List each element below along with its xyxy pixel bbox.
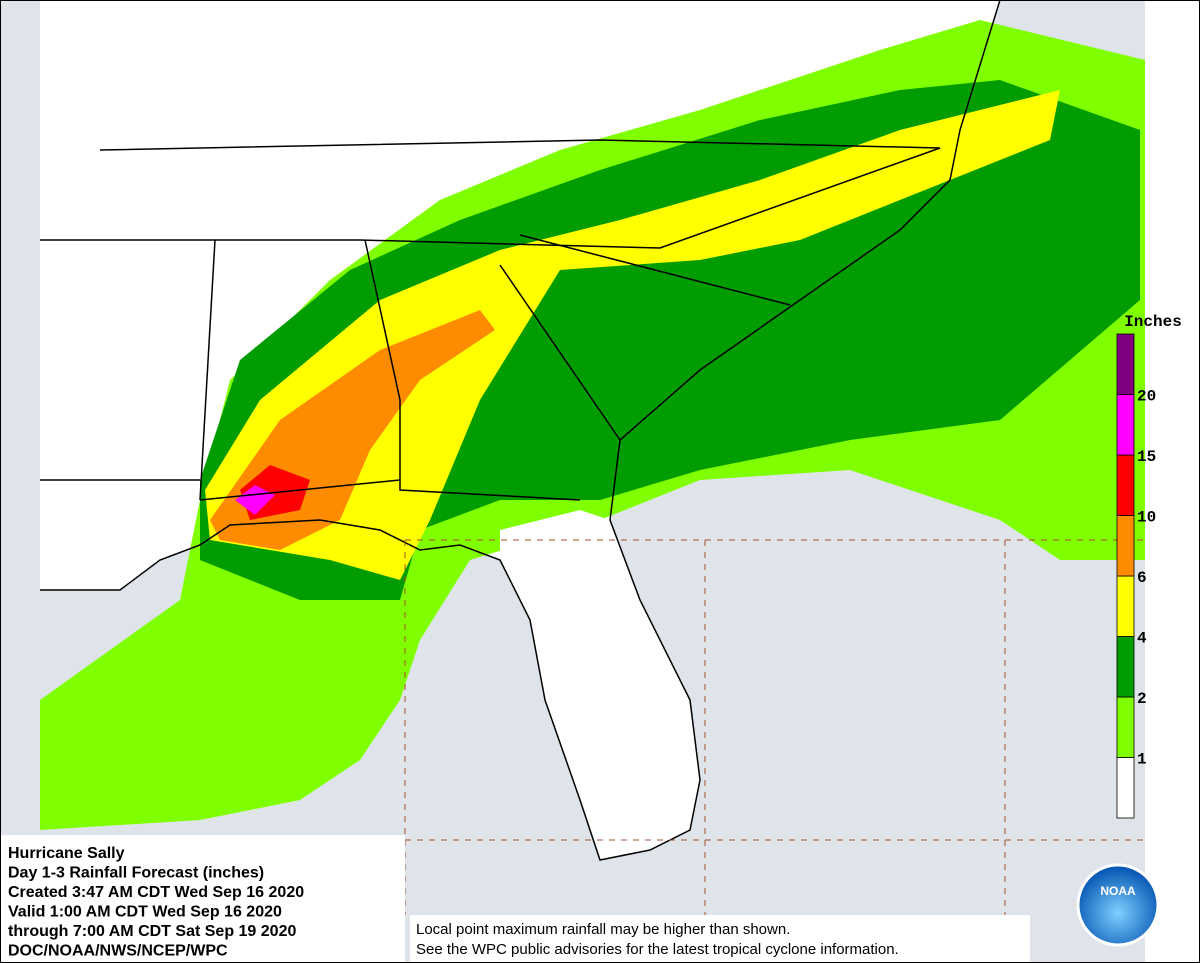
legend-swatch xyxy=(1116,636,1135,698)
info-text: Hurricane Sally Day 1-3 Rainfall Forecast… xyxy=(8,845,304,960)
legend: 1 2 4 6 10 15 20 xyxy=(1116,333,1156,819)
legend-tick-label: 10 xyxy=(1137,509,1156,527)
legend-swatch xyxy=(1116,575,1135,637)
info-line: Day 1-3 Rainfall Forecast (inches) xyxy=(8,865,264,882)
info-line: Created 3:47 AM CDT Wed Sep 16 2020 xyxy=(8,884,304,901)
footnote-text: Local point maximum rainfall may be high… xyxy=(416,921,899,958)
info-line: Valid 1:00 AM CDT Wed Sep 16 2020 xyxy=(8,904,282,921)
footnote-line: Local point maximum rainfall may be high… xyxy=(416,921,790,938)
footnote-box xyxy=(410,915,1030,963)
rain-15in xyxy=(235,485,275,515)
legend-tick-label: 6 xyxy=(1137,569,1147,587)
logo xyxy=(1076,863,1160,947)
legend-tick-label: 4 xyxy=(1137,630,1147,648)
logo-text: NOAA xyxy=(1100,884,1136,898)
rain-4in xyxy=(205,90,1060,580)
legend-tick-label: 20 xyxy=(1137,388,1156,406)
legend-swatch xyxy=(1116,394,1135,456)
legend-tick-label: 15 xyxy=(1137,448,1156,466)
florida xyxy=(500,510,700,860)
legend-swatch xyxy=(1116,454,1135,516)
info-line: DOC/NOAA/NWS/NCEP/WPC xyxy=(8,943,228,960)
legend-tick-label: 2 xyxy=(1137,690,1147,708)
legend-swatch xyxy=(1116,515,1135,577)
legend-swatch xyxy=(1116,757,1135,819)
legend-swatch xyxy=(1116,333,1135,395)
info-box xyxy=(0,835,405,963)
legend-swatch xyxy=(1116,696,1135,758)
state-lines xyxy=(40,0,1001,861)
info-line: through 7:00 AM CDT Sat Sep 19 2020 xyxy=(8,923,296,940)
info-line: Hurricane Sally xyxy=(8,845,125,862)
legend-tick-label: 1 xyxy=(1137,751,1147,769)
legend-title: Inches xyxy=(1124,313,1182,331)
footnote-line: See the WPC public advisories for the la… xyxy=(416,941,899,958)
